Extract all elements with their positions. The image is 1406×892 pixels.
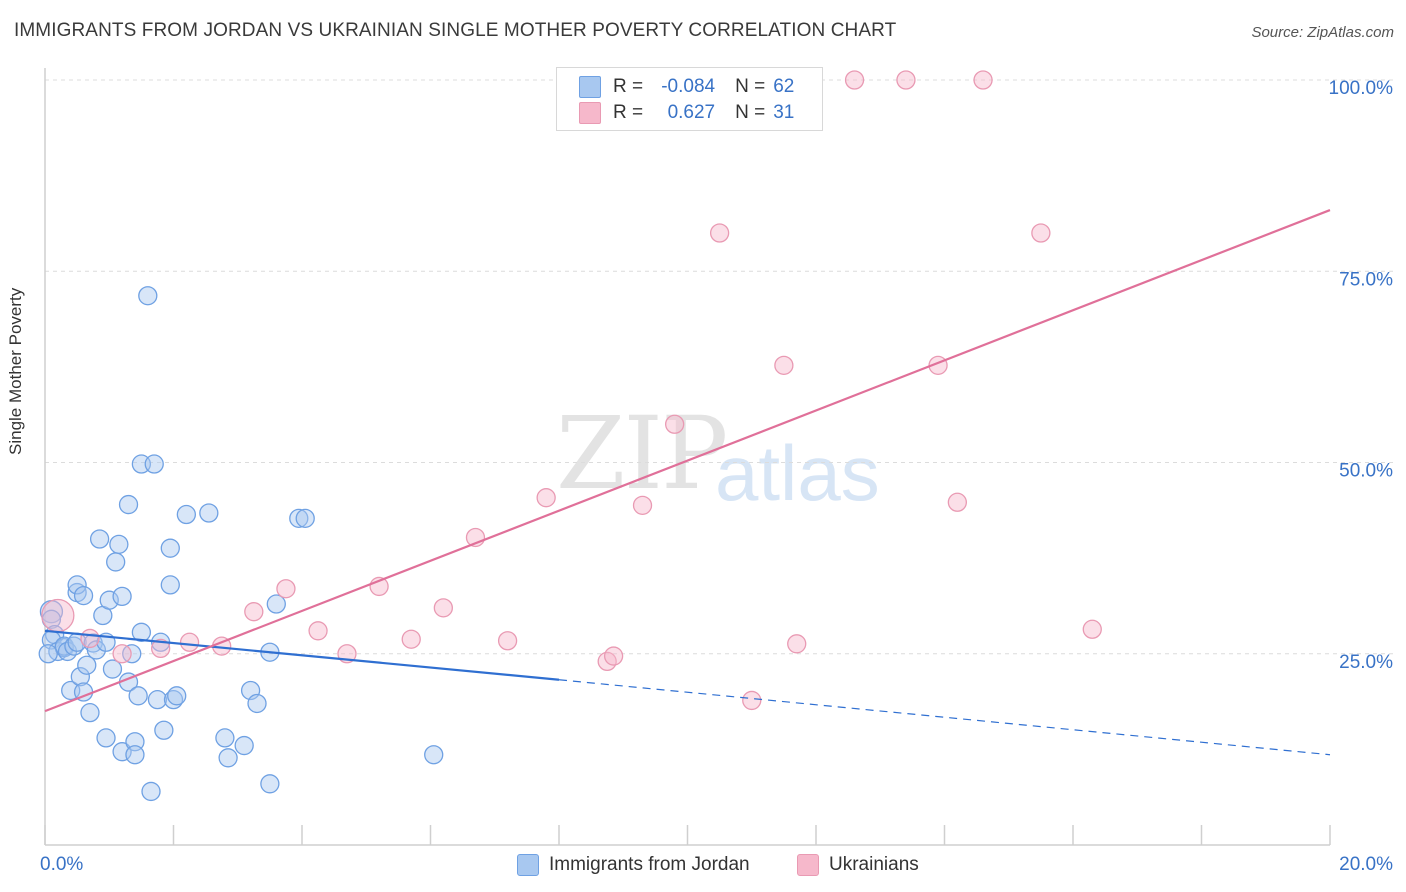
data-point bbox=[141, 781, 161, 802]
data-point bbox=[154, 720, 174, 740]
data-point bbox=[295, 508, 315, 528]
data-point bbox=[215, 728, 235, 748]
data-point bbox=[106, 552, 126, 572]
data-point bbox=[67, 575, 87, 595]
bottom-legend-jordan: Immigrants from Jordan bbox=[517, 852, 750, 878]
data-point bbox=[80, 628, 100, 649]
data-point bbox=[709, 223, 730, 243]
data-point bbox=[433, 598, 454, 618]
correlation-legend: R = -0.084 N = 62 R = 0.627 N = 31 bbox=[556, 67, 823, 131]
bottom-legend-ukrainians: Ukrainians bbox=[797, 852, 919, 878]
data-point bbox=[147, 690, 168, 710]
data-point bbox=[787, 634, 807, 654]
y-tick-label: 100.0% bbox=[1329, 78, 1394, 99]
legend-r-value-jordan: -0.084 bbox=[661, 76, 716, 97]
data-point bbox=[112, 586, 132, 607]
data-point bbox=[138, 286, 158, 306]
legend-n-value-ukrainians: 31 bbox=[773, 102, 795, 123]
data-point bbox=[77, 655, 97, 675]
legend-swatch-jordan bbox=[579, 76, 601, 98]
watermark-atlas: atlas bbox=[715, 429, 880, 517]
chart-title: IMMIGRANTS FROM JORDAN VS UKRAINIAN SING… bbox=[14, 20, 897, 41]
data-point bbox=[218, 748, 238, 768]
legend-row-ukrainians: R = 0.627 N = 31 bbox=[579, 100, 794, 126]
data-point bbox=[247, 693, 267, 714]
legend-n-label: N = bbox=[735, 102, 766, 123]
data-point bbox=[973, 70, 993, 90]
legend-r-label: R = bbox=[613, 76, 644, 97]
data-point bbox=[947, 492, 967, 512]
y-tick-label: 50.0% bbox=[1339, 461, 1393, 482]
data-point bbox=[244, 602, 264, 622]
data-point bbox=[96, 728, 116, 748]
data-point bbox=[266, 594, 286, 614]
source-label: Source: ZipAtlas.com bbox=[1251, 24, 1394, 41]
data-point bbox=[424, 745, 444, 765]
bottom-legend-swatch-jordan bbox=[517, 854, 539, 876]
data-point bbox=[112, 644, 132, 664]
data-point bbox=[844, 70, 865, 90]
data-point bbox=[131, 622, 152, 642]
data-point bbox=[176, 504, 197, 525]
data-point bbox=[73, 585, 94, 606]
y-tick-label: 75.0% bbox=[1339, 269, 1393, 290]
data-point bbox=[632, 495, 653, 515]
data-point bbox=[1031, 223, 1051, 243]
data-point bbox=[89, 529, 110, 549]
watermark-zip: ZIP bbox=[556, 395, 728, 512]
data-point bbox=[41, 598, 75, 633]
data-point bbox=[70, 667, 90, 687]
data-point bbox=[102, 659, 123, 679]
data-point bbox=[742, 690, 762, 711]
legend-n-label: N = bbox=[735, 76, 766, 97]
data-point bbox=[536, 488, 556, 508]
legend-r-label: R = bbox=[613, 102, 644, 123]
bottom-legend-label-ukrainians: Ukrainians bbox=[829, 854, 919, 875]
data-point bbox=[665, 414, 685, 434]
data-point bbox=[199, 503, 219, 523]
data-point bbox=[774, 355, 794, 375]
data-point bbox=[144, 454, 164, 474]
data-point bbox=[128, 686, 148, 706]
data-point bbox=[160, 538, 180, 558]
legend-row-jordan: R = -0.084 N = 62 bbox=[579, 74, 794, 100]
data-point bbox=[109, 534, 129, 555]
data-point bbox=[118, 494, 139, 515]
data-point bbox=[167, 686, 187, 706]
data-point bbox=[179, 632, 200, 652]
bottom-legend-label-jordan: Immigrants from Jordan bbox=[549, 854, 750, 875]
data-point bbox=[401, 629, 421, 649]
data-point bbox=[497, 631, 518, 651]
data-point bbox=[150, 638, 171, 659]
data-point bbox=[289, 508, 309, 528]
y-tick-label: 25.0% bbox=[1339, 652, 1393, 673]
data-point bbox=[160, 575, 180, 595]
bottom-legend-swatch-ukrainians bbox=[797, 854, 819, 876]
trendline-ukrainians bbox=[44, 209, 1331, 713]
x-tick-label: 0.0% bbox=[40, 854, 83, 875]
data-point bbox=[38, 644, 58, 664]
data-point bbox=[276, 579, 296, 599]
trendline-jordan-extension bbox=[558, 679, 1331, 756]
legend-n-value-jordan: 62 bbox=[773, 76, 795, 97]
data-point bbox=[1082, 619, 1102, 639]
x-tick-label: 20.0% bbox=[1339, 854, 1393, 875]
trendline-jordan bbox=[44, 629, 560, 681]
legend-swatch-ukrainians bbox=[579, 102, 601, 124]
data-point bbox=[260, 774, 280, 794]
legend-r-value-ukrainians: 0.627 bbox=[667, 102, 716, 123]
data-point bbox=[125, 745, 145, 765]
data-point bbox=[234, 735, 254, 756]
data-point bbox=[86, 640, 107, 660]
data-point bbox=[603, 646, 624, 666]
data-point bbox=[896, 70, 916, 90]
data-point bbox=[308, 621, 328, 641]
data-point bbox=[80, 703, 100, 723]
